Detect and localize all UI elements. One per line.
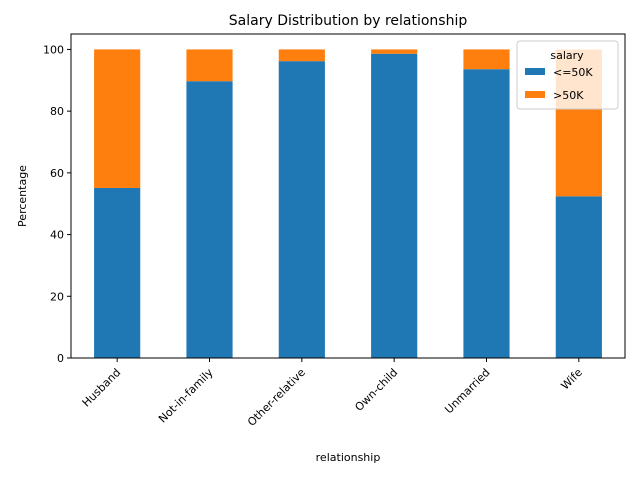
bar-not-in-family-series-1: [186, 49, 233, 82]
bar-wife-series-0: [555, 196, 602, 358]
y-tick-label-80: 80: [50, 105, 64, 118]
chart-title: Salary Distribution by relationship: [229, 13, 468, 29]
plot-frame: [70, 33, 626, 359]
legend-swatch-gt50k: [525, 91, 545, 98]
bar-unmarried-series-1: [463, 49, 510, 70]
x-tick-label-own-child: Own-child: [352, 366, 400, 414]
legend-label-le50k: <=50K: [553, 66, 593, 79]
bar-husband-series-0: [94, 187, 141, 358]
plot-area: 0 20 40 60 80 100 Husband Not-in-family Other-re…: [43, 43, 602, 429]
y-tick-label-100: 100: [43, 43, 64, 56]
bar-own-child-series-1: [371, 49, 418, 54]
x-tick-label-unmarried: Unmarried: [442, 366, 492, 416]
x-tick-label-husband: Husband: [80, 366, 124, 410]
y-axis-label: Percentage: [16, 165, 29, 227]
x-tick-label-other-relative: Other-relative: [245, 366, 308, 429]
y-tick-label-40: 40: [50, 229, 64, 242]
legend-title: salary: [550, 49, 584, 62]
bar-unmarried-series-0: [463, 69, 510, 359]
bar-not-in-family-series-0: [186, 81, 233, 358]
bar-other-relative-series-0: [278, 61, 325, 358]
x-tick-label-wife: Wife: [559, 366, 586, 393]
legend: salary <=50K >50K: [516, 40, 619, 110]
x-tick-label-not-in-family: Not-in-family: [156, 366, 216, 426]
bar-husband-series-1: [94, 49, 141, 188]
legend-swatch-le50k: [525, 68, 545, 75]
y-tick-label-60: 60: [50, 167, 64, 180]
bar-own-child-series-0: [371, 53, 418, 359]
legend-label-gt50k: >50K: [553, 89, 584, 102]
y-tick-label-20: 20: [50, 290, 64, 303]
bar-other-relative-series-1: [278, 49, 325, 62]
y-tick-label-0: 0: [57, 352, 64, 365]
x-axis-label: relationship: [316, 451, 381, 464]
